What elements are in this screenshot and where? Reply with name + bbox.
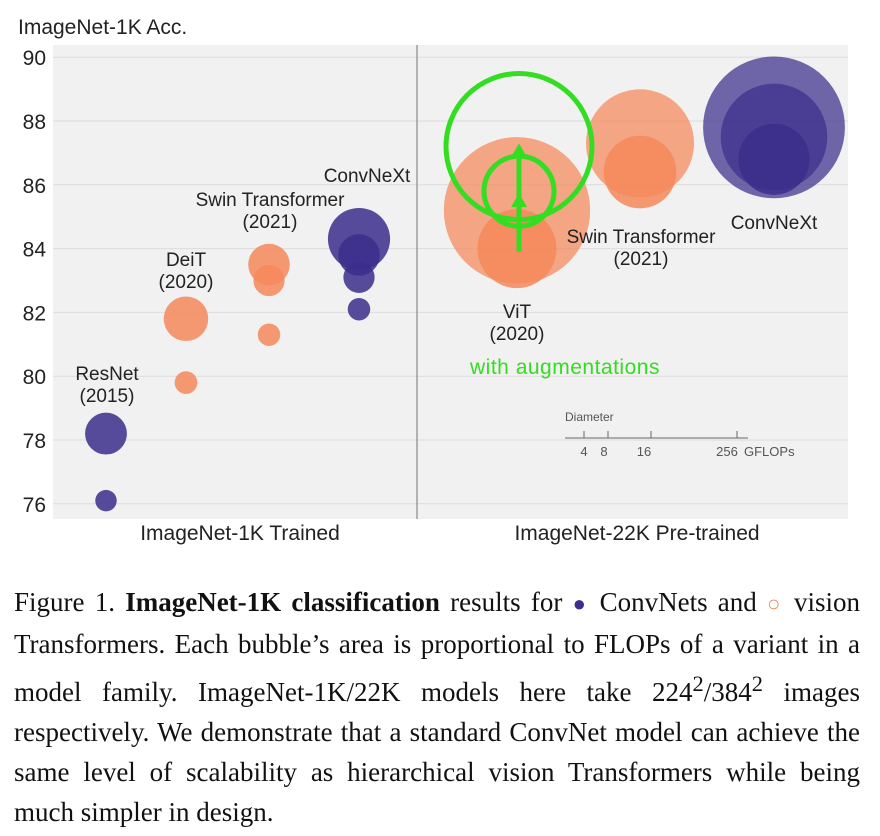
y-tick-label: 88	[23, 111, 46, 134]
label-swin-1k-year: (2021)	[243, 212, 298, 233]
convnet-marker-icon: ●	[572, 591, 590, 616]
size-legend-label-16: 16	[637, 444, 651, 459]
y-tick-label: 90	[23, 47, 46, 70]
label-convnext-22k: ConvNeXt	[731, 213, 818, 234]
size-legend-title: Diameter	[565, 410, 614, 424]
caption-convnets: ConvNets and	[599, 587, 757, 617]
bubble-deit	[163, 296, 209, 342]
caption-transformers: vision Transformers. Each bubble’s area …	[14, 587, 861, 707]
caption-text-1: results for	[450, 587, 563, 617]
y-axis-label: ImageNet-1K Acc.	[18, 16, 187, 39]
label-swin-22k-year: (2021)	[614, 249, 669, 270]
label-deit-year: (2020)	[159, 272, 214, 293]
bubble-swin-transformer	[257, 323, 281, 346]
transformer-marker-icon: ○	[767, 591, 784, 616]
label-swin-1k: Swin Transformer	[196, 190, 346, 211]
y-tick-label: 78	[23, 430, 46, 453]
bubble-resnet	[85, 412, 127, 455]
caption-sup-2: 2	[751, 671, 763, 696]
augmentation-arrowhead-inner	[511, 193, 527, 208]
label-resnet-year: (2015)	[80, 386, 135, 407]
figure-caption: Figure 1. ImageNet-1K classification res…	[14, 582, 860, 832]
panel-label-22k: ImageNet-22K Pre-trained	[514, 522, 759, 545]
caption-text-3: images respectively. We demonstrate that…	[14, 677, 860, 827]
bubble-resnet	[95, 489, 117, 512]
bubble-convnext	[347, 297, 371, 321]
y-tick-label: 84	[23, 239, 47, 262]
label-vit-year: (2020)	[490, 324, 545, 345]
size-legend: Diameter 4 8 16 256 GFLOPs	[565, 410, 795, 459]
label-vit: ViT	[503, 302, 532, 323]
bubble-deit	[174, 371, 198, 394]
panel-label-1k: ImageNet-1K Trained	[140, 522, 340, 545]
caption-text-2: /384	[703, 677, 752, 707]
label-resnet: ResNet	[75, 364, 139, 385]
y-tick-label: 82	[23, 302, 46, 325]
label-deit: DeiT	[166, 250, 207, 271]
y-tick-label: 86	[23, 175, 46, 198]
y-tick-label: 80	[23, 366, 46, 389]
augmentation-arrowhead	[511, 143, 527, 158]
augmentations-label: with augmentations	[469, 356, 660, 379]
bubble-convnext	[338, 234, 380, 276]
bubble-swin-transformer	[603, 135, 677, 209]
y-ticks: 76 78 80 82 84 86 88 90	[23, 47, 47, 517]
caption-figure-label: Figure 1.	[14, 587, 115, 617]
label-convnext-1k: ConvNeXt	[324, 166, 411, 187]
label-swin-22k: Swin Transformer	[567, 227, 717, 248]
caption-title: ImageNet-1K classification	[125, 587, 440, 617]
size-legend-label-8: 8	[600, 444, 607, 459]
bubble-convnext	[738, 123, 810, 195]
size-legend-unit: GFLOPs	[744, 444, 795, 459]
caption-sup-1: 2	[692, 671, 704, 696]
size-legend-label-4: 4	[580, 444, 587, 459]
y-tick-label: 76	[23, 494, 46, 517]
bubble-swin-transformer	[253, 264, 285, 297]
bubble-convnext	[343, 261, 375, 293]
augmentation-annotation	[443, 71, 595, 252]
size-legend-label-256: 256	[716, 444, 738, 459]
